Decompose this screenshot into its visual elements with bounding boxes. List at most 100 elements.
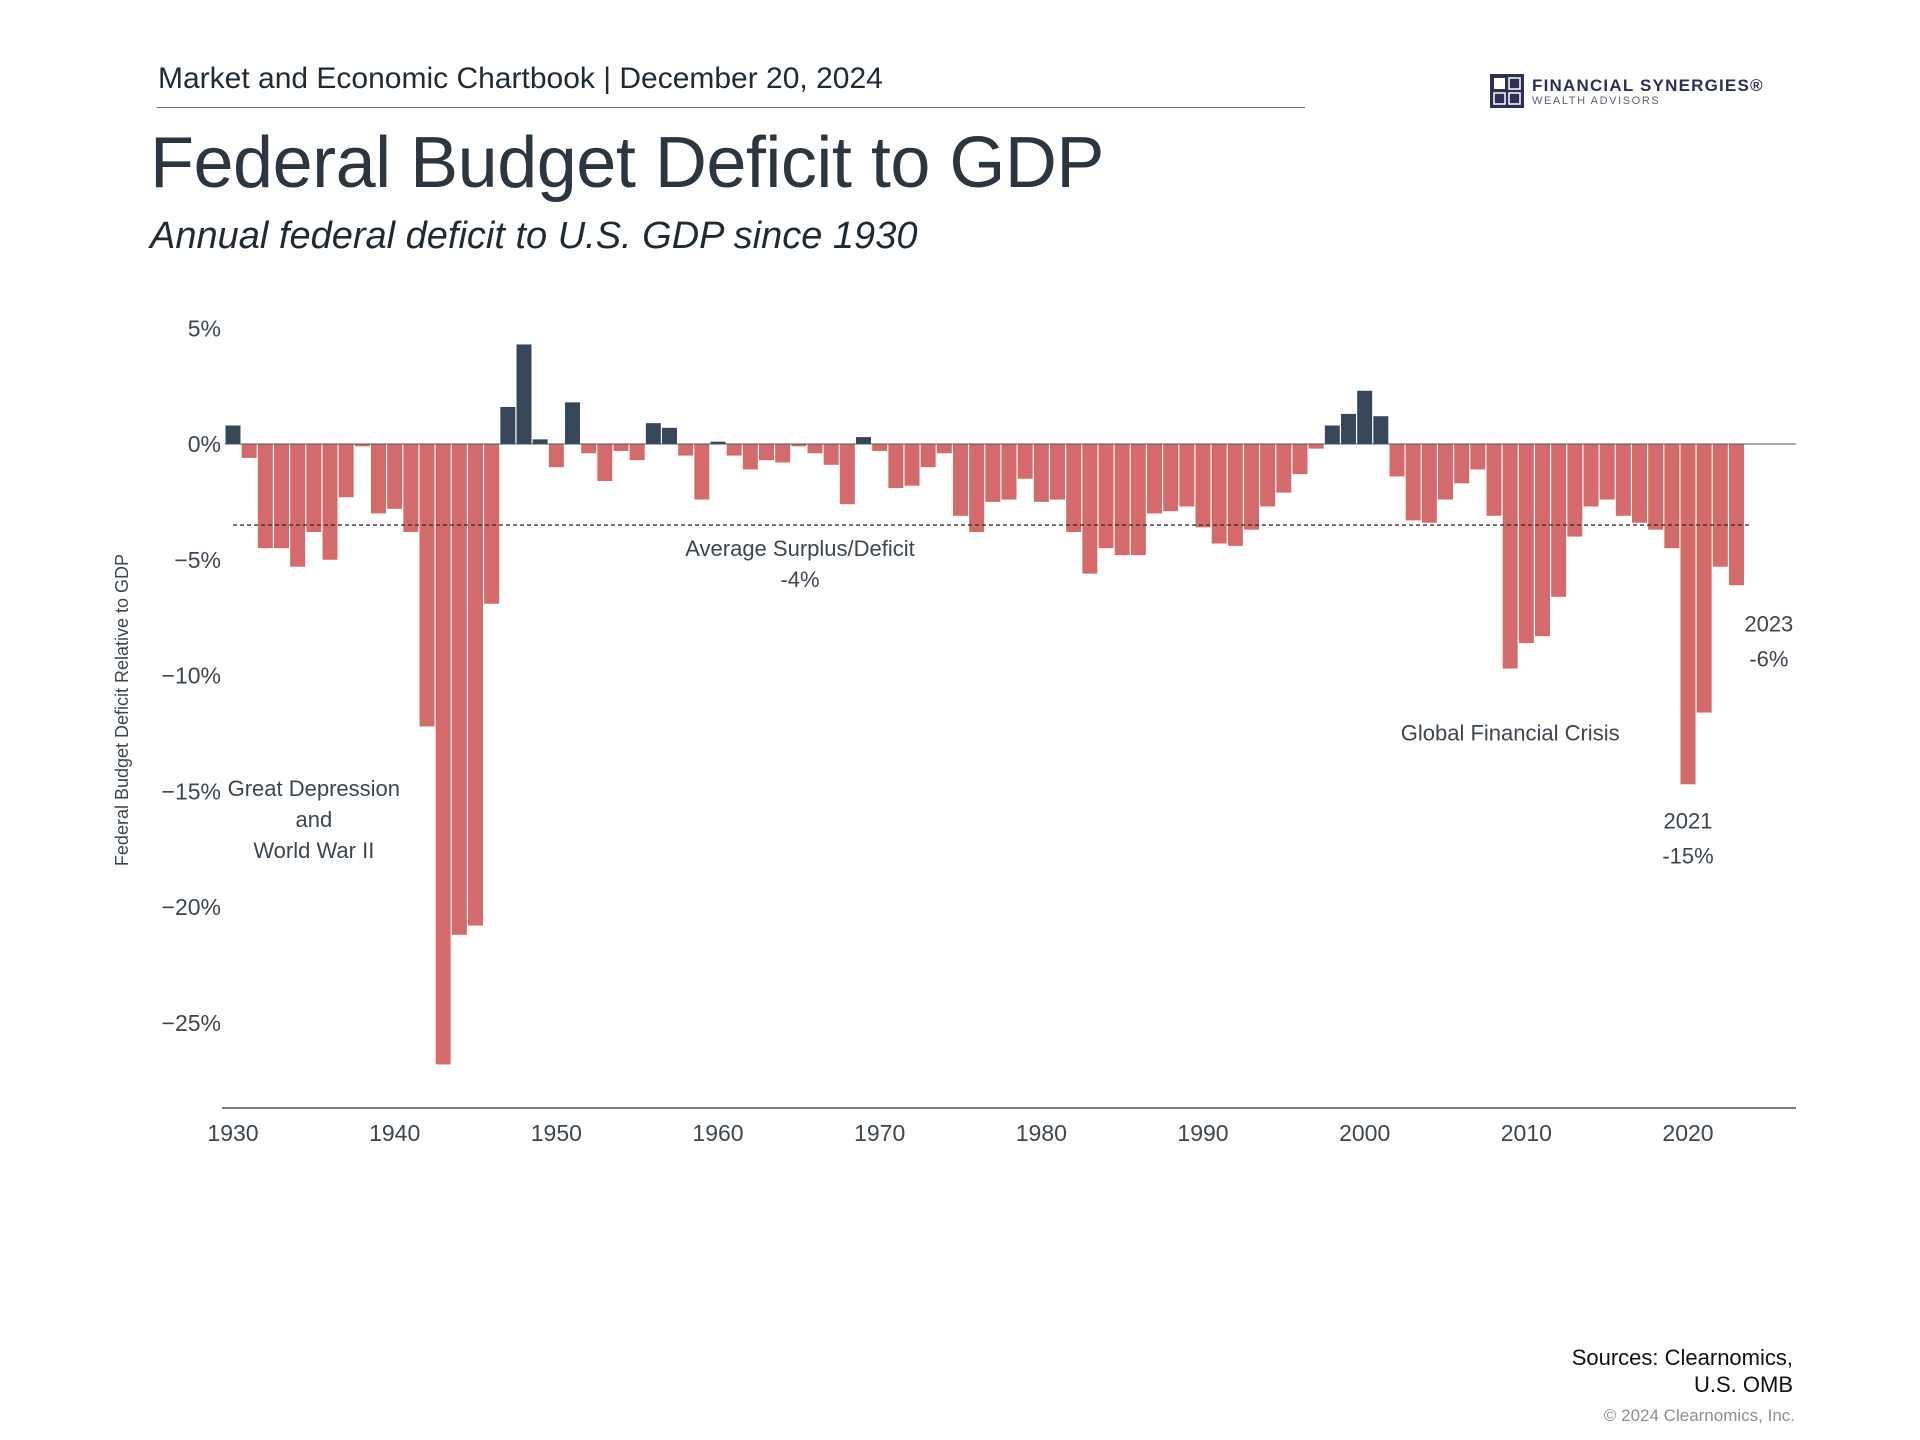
x-tick-label: 1990 [1177, 1120, 1228, 1146]
bar-2001 [1373, 416, 1389, 444]
bar-1958 [678, 444, 694, 456]
bar-1975 [953, 444, 968, 516]
bar-1960 [710, 441, 726, 444]
bar-1994 [1260, 444, 1276, 507]
annotation-line: 2021 [1664, 808, 1713, 833]
bar-1962 [742, 444, 758, 470]
bar-1956 [645, 423, 661, 444]
bar-1973 [920, 444, 936, 468]
bar-1946 [484, 444, 500, 604]
copyright: © 2024 Clearnomics, Inc. [1603, 1406, 1795, 1425]
logo-subtitle: WEALTH ADVISORS [1532, 95, 1661, 107]
bar-1977 [985, 444, 1001, 502]
bar-1998 [1324, 425, 1340, 444]
bar-2003 [1405, 444, 1421, 521]
bar-1949 [532, 439, 548, 444]
bar-1936 [322, 444, 338, 560]
bar-1967 [823, 444, 839, 465]
bar-1934 [290, 444, 306, 567]
bar-2015 [1599, 444, 1615, 500]
x-tick-label: 1950 [531, 1120, 582, 1146]
y-tick-label: −15% [162, 778, 221, 804]
bar-2017 [1632, 444, 1647, 523]
bar-1983 [1082, 444, 1098, 574]
bar-2012 [1551, 444, 1567, 597]
bar-1963 [759, 444, 774, 461]
annotation-line: 2023 [1744, 612, 1793, 637]
y-tick-label: 5% [188, 315, 221, 341]
bar-1930 [225, 425, 241, 444]
header-divider [157, 107, 1305, 108]
annotation: Great Depression and World War II [228, 776, 400, 863]
bar-1942 [419, 444, 435, 727]
bar-1989 [1179, 444, 1195, 507]
bar-1980 [1033, 444, 1049, 502]
bar-1935 [306, 444, 322, 532]
bar-1948 [516, 344, 532, 444]
bar-2018 [1648, 444, 1664, 530]
y-tick-label: 0% [188, 431, 221, 457]
bar-1974 [936, 444, 952, 454]
bar-1941 [403, 444, 419, 532]
bar-1979 [1017, 444, 1033, 479]
bar-1970 [872, 444, 888, 451]
bar-2016 [1615, 444, 1631, 516]
average-label: Average Surplus/Deficit [685, 536, 915, 561]
bar-1991 [1211, 444, 1227, 544]
bar-2008 [1486, 444, 1502, 516]
bar-1951 [565, 402, 580, 444]
chart-title: Federal Budget Deficit to GDP [150, 123, 1104, 203]
bar-1943 [435, 444, 451, 1065]
annotation: Global Financial Crisis [1401, 720, 1620, 745]
sources-line-2: U.S. OMB [1693, 1372, 1793, 1397]
bar-1939 [371, 444, 386, 514]
bar-1982 [1066, 444, 1082, 532]
bar-2019 [1664, 444, 1680, 549]
x-tick-label: 1980 [1016, 1120, 1067, 1146]
y-tick-label: −25% [162, 1010, 221, 1036]
bar-1986 [1130, 444, 1146, 556]
annotation-line: Great Depression [228, 776, 400, 801]
x-tick-label: 2000 [1339, 1120, 1390, 1146]
logo-name: FINANCIAL SYNERGIES® [1532, 76, 1764, 95]
y-axis: 5% 0% −5% −10% −15% −20% −25% [162, 315, 221, 1036]
bar-1933 [274, 444, 289, 549]
bar-1990 [1195, 444, 1211, 528]
annotations: Great Depression and World War II Global Fi… [228, 612, 1794, 869]
bar-1955 [629, 444, 645, 461]
bar-1984 [1098, 444, 1114, 549]
chart-subtitle: Annual federal deficit to U.S. GDP since… [150, 215, 918, 257]
x-tick-label: 1930 [207, 1120, 258, 1146]
bar-1932 [257, 444, 273, 549]
sources: Sources: Clearnomics, U.S. OMB [1572, 1344, 1793, 1398]
bar-1971 [888, 444, 904, 488]
bar-1981 [1050, 444, 1065, 500]
bar-1969 [856, 437, 871, 444]
bar-1993 [1244, 444, 1259, 530]
bar-2011 [1535, 444, 1550, 637]
bar-2000 [1357, 390, 1373, 444]
bar-1996 [1292, 444, 1308, 475]
bar-1953 [597, 444, 613, 482]
bar-2007 [1470, 444, 1486, 470]
bar-1999 [1341, 413, 1356, 444]
bar-1978 [1001, 444, 1017, 500]
bar-1966 [807, 444, 823, 454]
bar-1940 [387, 444, 403, 509]
sources-line-1: Sources: Clearnomics, [1571, 1345, 1793, 1370]
bar-1954 [613, 444, 629, 451]
bar-1945 [468, 444, 483, 926]
average-value-label: -4% [780, 567, 819, 592]
bar-2013 [1567, 444, 1583, 537]
x-axis: 1930 1940 1950 1960 1970 1980 1990 2000 2010 2020 [207, 1120, 1713, 1146]
bar-1952 [581, 444, 597, 454]
annotation-line: -15% [1662, 843, 1713, 868]
annotation-line: -6% [1749, 647, 1788, 672]
bar-1931 [241, 444, 257, 458]
annotation-line: Global Financial Crisis [1401, 720, 1620, 745]
bar-1957 [662, 427, 677, 444]
logo-mark-icon [1490, 74, 1524, 108]
bar-1937 [338, 444, 354, 498]
bar-1987 [1147, 444, 1162, 514]
